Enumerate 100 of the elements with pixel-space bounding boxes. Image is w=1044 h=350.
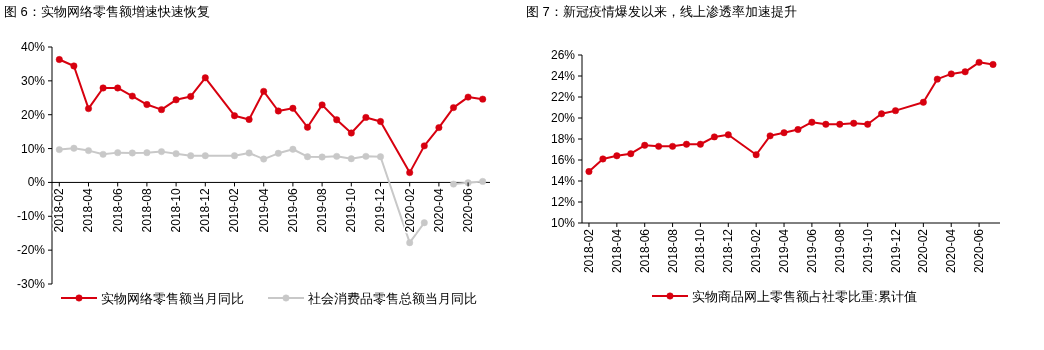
- point: [158, 148, 165, 156]
- point: [947, 70, 955, 78]
- point: [919, 98, 927, 106]
- point: [289, 104, 297, 112]
- point: [99, 84, 107, 92]
- point: [878, 110, 886, 118]
- point: [377, 153, 384, 161]
- point: [231, 152, 238, 160]
- x-tick-label: 2019-12: [888, 228, 903, 274]
- x-tick-label: 2019-04: [256, 188, 271, 233]
- point: [780, 129, 788, 137]
- x-tick-label: 2018-08: [139, 188, 154, 233]
- point: [85, 105, 92, 113]
- point: [333, 116, 341, 124]
- y-tick-label: -10%: [16, 209, 46, 224]
- point: [187, 152, 195, 160]
- point: [347, 129, 355, 137]
- point: [128, 92, 136, 100]
- point: [655, 142, 663, 150]
- point: [362, 152, 370, 160]
- point: [114, 149, 122, 157]
- chart-title: 图 6：实物网络零售额增速快速恢复: [4, 4, 210, 19]
- point: [479, 177, 487, 185]
- point: [450, 104, 457, 112]
- y-tick-label: 22%: [550, 90, 576, 104]
- point: [961, 68, 969, 76]
- point: [245, 149, 253, 157]
- x-tick-label: 2020-04: [944, 228, 959, 274]
- x-tick-label: 2019-06: [804, 228, 819, 274]
- y-tick-label: 18%: [550, 132, 576, 146]
- point: [464, 93, 472, 101]
- point: [585, 168, 593, 175]
- y-tick-label: 12%: [550, 195, 576, 209]
- y-tick-label: 16%: [550, 153, 576, 167]
- point: [114, 84, 122, 92]
- point: [172, 96, 180, 104]
- point: [158, 106, 165, 114]
- y-tick-label: 20%: [550, 111, 576, 125]
- y-tick-label: 24%: [550, 69, 576, 83]
- x-tick-label: 2018-02: [52, 188, 67, 233]
- point: [479, 95, 487, 103]
- point: [333, 152, 341, 160]
- x-tick-label: 2019-04: [777, 228, 792, 274]
- point: [201, 74, 209, 82]
- point: [245, 116, 253, 123]
- legend-label: 社会消费品零售总额当月同比: [308, 291, 477, 306]
- legend-label: 实物网络零售额当月同比: [101, 291, 244, 306]
- x-tick-label: 2018-10: [693, 228, 708, 274]
- point: [766, 132, 774, 140]
- point: [406, 169, 414, 177]
- point: [347, 155, 355, 163]
- x-tick-label: 2020-02: [402, 188, 417, 233]
- point: [435, 124, 443, 132]
- point: [55, 56, 63, 63]
- point: [724, 131, 732, 139]
- point: [260, 87, 268, 95]
- x-tick-label: 2018-02: [581, 228, 596, 274]
- x-tick-label: 2019-02: [749, 228, 764, 274]
- x-tick-label: 2018-06: [110, 188, 125, 233]
- y-tick-label: 40%: [20, 40, 46, 54]
- point: [289, 145, 297, 153]
- point: [274, 107, 282, 115]
- point: [420, 142, 428, 150]
- y-tick-label: 10%: [20, 141, 46, 156]
- x-tick-label: 2020-04: [431, 188, 446, 233]
- x-tick-label: 2018-08: [665, 228, 680, 274]
- point: [231, 112, 238, 120]
- point: [318, 101, 326, 109]
- point: [85, 147, 92, 155]
- point: [406, 239, 414, 247]
- point: [599, 155, 607, 163]
- point: [613, 152, 621, 160]
- point: [99, 150, 107, 158]
- point: [172, 150, 180, 158]
- x-tick-label: 2018-04: [609, 228, 624, 274]
- x-tick-label: 2020-02: [916, 228, 931, 274]
- x-tick-label: 2019-10: [860, 228, 875, 274]
- point: [318, 153, 326, 161]
- point: [710, 133, 718, 141]
- x-tick-label: 2019-08: [315, 188, 330, 233]
- y-tick-label: 26%: [550, 48, 576, 62]
- point: [933, 75, 941, 83]
- point: [696, 140, 704, 148]
- x-tick-label: 2019-10: [344, 188, 359, 233]
- x-tick-label: 2019-12: [373, 188, 388, 233]
- point: [143, 101, 151, 109]
- point: [850, 119, 858, 127]
- point: [377, 118, 384, 125]
- y-tick-label: 20%: [20, 107, 46, 122]
- chart-title: 图 7：新冠疫情爆发以来，线上渗透率加速提升: [526, 4, 797, 19]
- point: [143, 149, 151, 157]
- point: [683, 140, 690, 148]
- y-tick-label: 30%: [20, 73, 46, 88]
- point: [128, 149, 136, 157]
- y-tick-label: 10%: [550, 216, 576, 230]
- point: [627, 150, 635, 158]
- x-tick-label: 2018-06: [637, 228, 652, 274]
- y-tick-label: -30%: [16, 277, 46, 291]
- x-tick-label: 2020-06: [461, 188, 476, 233]
- point: [975, 58, 983, 66]
